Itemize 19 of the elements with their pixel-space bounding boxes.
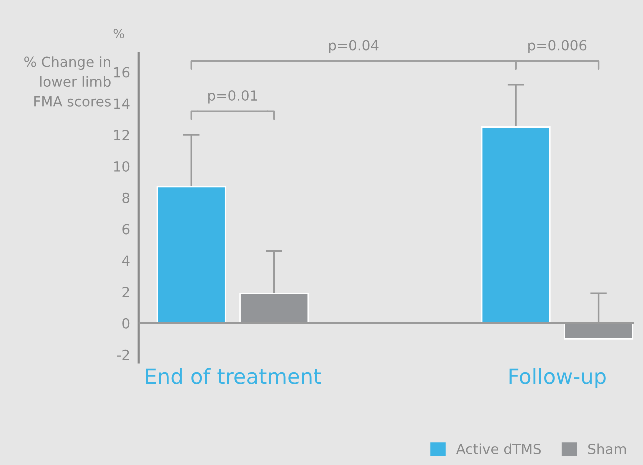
annotation: p=0.01 xyxy=(208,90,258,104)
annotation: p=0.04 xyxy=(329,40,379,54)
y-tick-label: 8 xyxy=(122,192,130,204)
y-tick-label: -2 xyxy=(117,350,130,360)
y-tick-label: 10 xyxy=(114,161,130,172)
y-tick-label: 16 xyxy=(114,67,130,78)
y-tick-label: 14 xyxy=(114,98,130,109)
y-axis-title: % Change in lower limb FMA scores xyxy=(24,56,111,107)
y-tick-label: 2 xyxy=(122,287,130,298)
y-tick-label: 12 xyxy=(114,130,130,140)
annotation: p=0.006 xyxy=(528,40,587,54)
legend-label: Active dTMS xyxy=(456,444,542,454)
y-tick-label: 6 xyxy=(122,224,130,235)
text: % xyxy=(114,29,124,39)
x-tick-label: End of treatment xyxy=(146,368,322,384)
legend-label: Sham xyxy=(588,444,626,454)
y-tick-label: 4 xyxy=(122,256,130,266)
y-tick-label: 0 xyxy=(122,318,130,329)
x-tick-label: Follow-up xyxy=(510,368,606,388)
